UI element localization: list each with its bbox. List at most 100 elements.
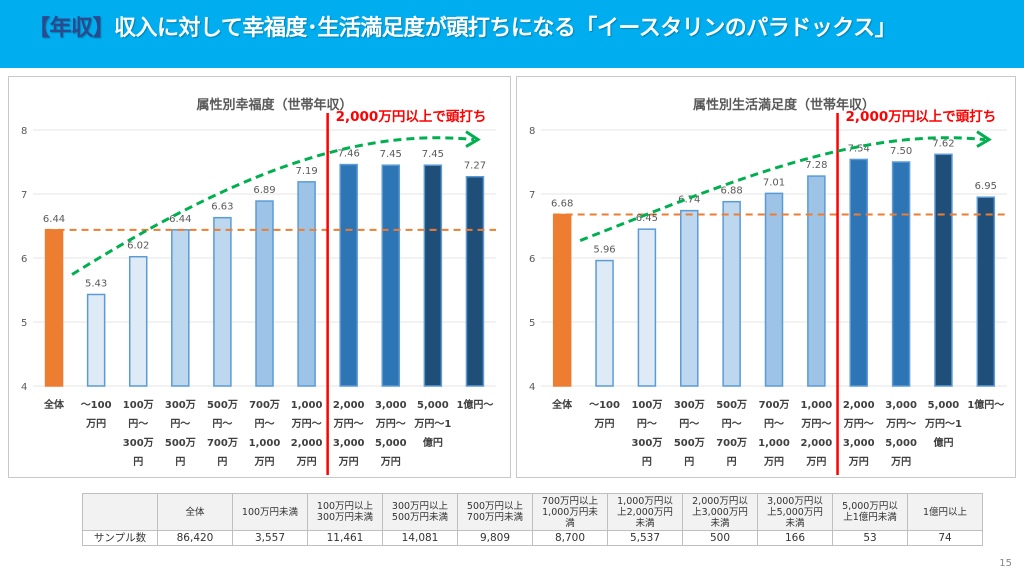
x-tick-label-line: 万円 bbox=[85, 418, 106, 430]
x-tick-label: 700万円～ 1,000 万円 bbox=[249, 399, 281, 468]
x-tick-label-line: 万円～ bbox=[885, 418, 916, 430]
x-tick-label-line: 円～ bbox=[128, 418, 148, 430]
table-header-cell: 2,000万円以 上3,000万円 未満 bbox=[682, 493, 758, 531]
x-tick-label-line: 700万 bbox=[716, 437, 747, 449]
x-tick-label-line: 円 bbox=[217, 456, 227, 468]
x-tick-label: 2,000 万円～ 3,000 万円 bbox=[843, 400, 875, 468]
x-tick-label: 3,000 万円～ 5,000 万円 bbox=[375, 400, 407, 468]
x-tick-label-line: 2,000 bbox=[843, 400, 875, 411]
data-label: 7.50 bbox=[890, 146, 912, 157]
bar bbox=[339, 163, 358, 387]
x-tick-label-line: 万円～ bbox=[291, 418, 322, 430]
happiness-chart-panel: 属性別幸福度（世帯年収） 4 5 6 7 8 6.44 5.43 6.02 6.44 6.63 6.8… bbox=[8, 76, 511, 478]
data-label: 6.02 bbox=[127, 241, 149, 252]
slide-title: 【年収】収入に対して幸福度･生活満足度が頭打ちになる「イースタリンのパラドックス… bbox=[28, 10, 897, 42]
x-tick-label-line: 円 bbox=[642, 456, 652, 468]
data-label: 6.45 bbox=[636, 213, 658, 224]
x-tick-label-line: 3,000 bbox=[375, 400, 407, 411]
x-tick-label-line: 万円 bbox=[890, 456, 911, 468]
chart-title: 属性別生活満足度（世帯年収） bbox=[693, 97, 875, 113]
data-label: 6.63 bbox=[211, 202, 233, 213]
x-tick-label-line: 万円 bbox=[763, 456, 784, 468]
x-tick-label-line: 円 bbox=[727, 456, 737, 468]
table-cell: 166 bbox=[757, 530, 833, 546]
x-tick-label-line: 300万 bbox=[631, 437, 662, 449]
data-label: 7.45 bbox=[380, 149, 402, 160]
x-tick-label: 2,000 万円～ 3,000 万円 bbox=[333, 400, 365, 468]
x-tick-label-line: 万円～ bbox=[375, 418, 406, 430]
x-tick-label-line: 5,000 bbox=[885, 438, 917, 449]
x-tick-label-line: 1,000 bbox=[758, 438, 790, 449]
table-header-cell: 1,000万円以 上2,000万円 未満 bbox=[607, 493, 683, 531]
x-tick-label-line: 円～ bbox=[679, 418, 699, 430]
x-tick-label-line: 700万 bbox=[207, 437, 238, 449]
x-tick-label: 100万円～ 300万円 bbox=[631, 399, 662, 468]
x-tick-label-line: 円～ bbox=[722, 418, 742, 430]
x-tick-label: 1,000 万円～ 2,000 万円 bbox=[291, 400, 323, 468]
plateau-annotation: 2,000万円以上で頭打ち bbox=[846, 108, 997, 125]
y-tick-label: 7 bbox=[529, 190, 535, 201]
y-tick-label: 6 bbox=[21, 254, 27, 265]
satisfaction-chart-panel: 属性別生活満足度（世帯年収） 4 5 6 7 8 6.68 5.96 6.45 6.74 6.88 7… bbox=[516, 76, 1016, 478]
x-tick-label: 300万円～ 500万円 bbox=[165, 399, 196, 468]
table-corner-cell bbox=[82, 493, 158, 531]
y-tick-label: 5 bbox=[21, 318, 27, 329]
bar bbox=[381, 164, 401, 387]
trend-arrow-head bbox=[465, 130, 481, 148]
slide-title-tag: 【年収】 bbox=[28, 16, 115, 41]
data-label: 6.74 bbox=[678, 195, 700, 206]
x-tick-label-line: 万円～ bbox=[333, 418, 364, 430]
x-tick-label: ～100 万円 bbox=[81, 400, 112, 430]
x-tick-label-line: 万円 bbox=[594, 418, 615, 430]
table-header-cell: 100万円以上 300万円未満 bbox=[307, 493, 383, 531]
x-tick-label-line: 円 bbox=[175, 456, 185, 468]
x-tick-label-line: 万円 bbox=[338, 456, 359, 468]
x-tick-label-line: 5,000 bbox=[375, 438, 407, 449]
x-tick-label-line: 500万 bbox=[207, 399, 238, 411]
table-cell: 74 bbox=[907, 530, 983, 546]
bar bbox=[680, 209, 699, 387]
x-tick-label-line: 700万 bbox=[249, 399, 280, 411]
x-tick-label-line: 300万 bbox=[123, 437, 154, 449]
bar bbox=[849, 158, 868, 387]
y-tick-label: 7 bbox=[21, 190, 27, 201]
slide-title-text: 収入に対して幸福度･生活満足度が頭打ちになる「イースタリンのパラドックス」 bbox=[114, 16, 897, 41]
x-tick-label-line: 3,000 bbox=[333, 438, 365, 449]
table-header-cell: 100万円未満 bbox=[232, 493, 308, 531]
x-tick-label: 全体 bbox=[43, 398, 65, 411]
data-label: 5.96 bbox=[593, 245, 615, 256]
table-header-cell: 全体 bbox=[157, 493, 233, 531]
table-header-cell: 300万円以上 500万円未満 bbox=[382, 493, 458, 531]
bar bbox=[637, 228, 657, 387]
bar bbox=[86, 293, 106, 387]
table-header-cell: 5,000万円以 上1億円未満 bbox=[832, 493, 908, 531]
x-tick-label-line: 円～ bbox=[212, 418, 232, 430]
y-tick-label: 6 bbox=[529, 254, 535, 265]
x-tick-label-line: 300万 bbox=[165, 399, 196, 411]
x-tick-label-line: 万円 bbox=[254, 456, 275, 468]
table-cell: 86,420 bbox=[157, 530, 233, 546]
data-label: 6.68 bbox=[551, 198, 573, 209]
table-cell: 5,537 bbox=[607, 530, 683, 546]
data-label: 6.88 bbox=[721, 186, 743, 197]
table-header-cell: 1億円以上 bbox=[907, 493, 983, 531]
table-header-cell: 3,000万円以 上5,000万円 未満 bbox=[757, 493, 833, 531]
x-tick-label-line: 1億円～ bbox=[967, 398, 1004, 411]
x-tick-label-line: 円～ bbox=[170, 418, 190, 430]
data-label: 7.01 bbox=[763, 177, 785, 188]
table-row: サンプル数 86,420 3,557 11,461 14,081 9,809 8,700 5,… bbox=[82, 530, 983, 546]
bar bbox=[213, 216, 232, 387]
x-tick-label: 500万円～ 700万円 bbox=[207, 399, 238, 468]
data-label: 7.45 bbox=[422, 149, 444, 160]
x-tick-label-line: 500万 bbox=[674, 437, 705, 449]
x-tick-label-line: 万円 bbox=[848, 456, 869, 468]
x-tick-label-line: 500万 bbox=[716, 399, 747, 411]
data-label: 6.44 bbox=[169, 214, 191, 225]
x-tick-label-line: 万円～1 bbox=[413, 418, 451, 430]
sample-size-table: 全体 100万円未満 100万円以上 300万円未満 300万円以上 500万円未満 5… bbox=[82, 493, 983, 546]
bar bbox=[44, 229, 64, 387]
bar bbox=[297, 181, 316, 387]
x-tick-label-line: 100万 bbox=[123, 399, 154, 411]
x-tick-label-line: 5,000 bbox=[417, 400, 449, 411]
slide-header: 【年収】収入に対して幸福度･生活満足度が頭打ちになる「イースタリンのパラドックス… bbox=[0, 0, 1024, 68]
